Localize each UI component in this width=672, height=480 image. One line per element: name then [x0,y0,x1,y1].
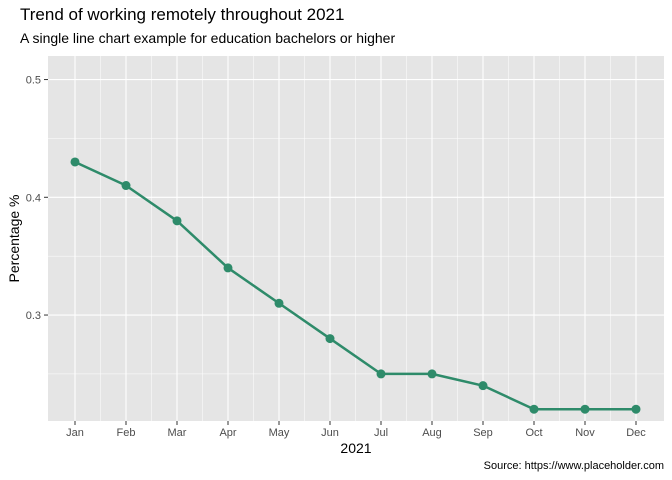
data-point [223,263,233,273]
chart-subtitle: A single line chart example for educatio… [20,30,396,46]
y-axis-title: Percentage % [6,195,22,283]
y-axis-ticks: 0.3 0.4 0.5 [26,75,48,322]
data-point [70,157,80,167]
x-axis-title: 2021 [340,440,371,456]
data-point [376,369,386,379]
y-tick-label: 0.3 [26,310,41,322]
x-tick-label: Feb [117,427,136,439]
x-tick-label: Jan [66,427,84,439]
x-tick-label: Jul [374,427,388,439]
x-tick-label: Aug [422,427,442,439]
x-tick-label: Oct [525,427,542,439]
series-line [74,160,636,411]
data-point [121,181,131,191]
data-point [274,298,284,308]
data-point [172,216,182,226]
plot-panel [48,56,664,421]
x-tick-label: Apr [219,427,236,439]
y-tick-label: 0.4 [26,192,41,204]
x-tick-label: Dec [626,427,646,439]
y-tick-label: 0.5 [26,75,41,87]
data-point [478,381,488,391]
x-tick-label: Sep [473,427,493,439]
data-point [529,404,539,414]
x-tick-label: Jun [321,427,339,439]
minor-gridlines [48,56,664,421]
data-point [325,334,335,344]
data-point [427,369,437,379]
data-point [631,404,641,414]
major-gridlines [48,56,664,421]
x-axis-ticks: Jan Feb Mar Apr May Jun Jul Aug Sep Oct Nov Dec [66,421,646,439]
chart-title: Trend of working remotely throughout 202… [20,5,345,24]
x-tick-label: Mar [168,427,187,439]
chart-caption: Source: https://www.placeholder.com [483,460,664,472]
data-point [580,404,590,414]
data-series [70,157,641,414]
x-tick-label: May [269,427,290,439]
x-tick-label: Nov [575,427,595,439]
